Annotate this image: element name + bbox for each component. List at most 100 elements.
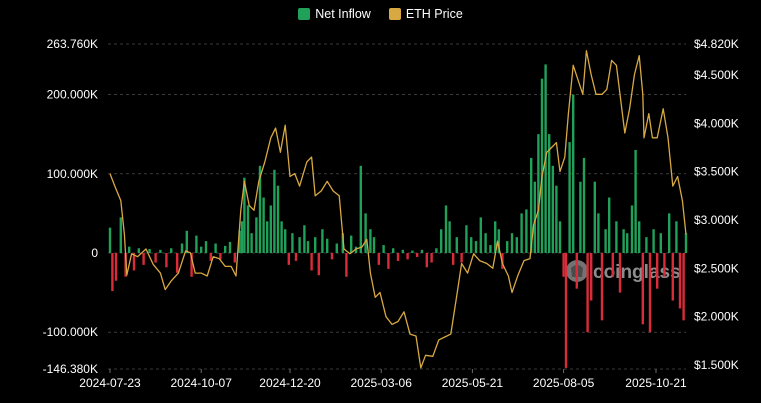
inflow-bar-87 — [494, 221, 497, 254]
inflow-bar-68 — [406, 253, 409, 260]
legend-swatch-eth-price — [388, 8, 401, 20]
chart-legend: Net Inflow ETH Price — [0, 4, 761, 24]
inflow-bar-90 — [506, 241, 509, 254]
inflow-bar-125 — [638, 221, 641, 254]
inflow-bar-9 — [148, 249, 151, 254]
inflow-bar-65 — [392, 248, 395, 254]
inflow-bar-137 — [682, 253, 685, 321]
inflow-bar-15 — [180, 243, 184, 254]
y-right-tick-5: $2.500K — [694, 261, 739, 275]
inflow-bar-108 — [575, 253, 578, 289]
inflow-bar-56 — [350, 235, 353, 254]
inflow-bar-91 — [510, 233, 514, 254]
inflow-bar-72 — [425, 253, 428, 268]
inflow-bar-29 — [243, 177, 246, 254]
y-left-tick-5: -146.380K — [43, 362, 98, 376]
inflow-bar-96 — [533, 181, 536, 254]
y-right-tick-0: $4.820K — [694, 37, 739, 51]
inflow-bar-70 — [416, 253, 419, 257]
inflow-bar-57 — [354, 246, 358, 254]
inflow-bar-112 — [590, 253, 593, 301]
y-right-tick-1: $4.500K — [694, 68, 739, 82]
inflow-bar-119 — [615, 221, 618, 254]
inflow-bar-61 — [372, 237, 376, 254]
inflow-bar-80 — [460, 253, 463, 263]
inflow-bar-60 — [369, 229, 372, 254]
inflow-bar-83 — [474, 241, 478, 254]
y-left-tick-4: -100.000K — [43, 325, 98, 339]
inflow-bar-39 — [280, 221, 283, 254]
inflow-bar-8 — [142, 253, 145, 265]
inflow-bar-21 — [209, 253, 212, 261]
inflow-bar-77 — [448, 221, 451, 254]
inflow-bar-123 — [630, 205, 634, 254]
inflow-bar-28 — [240, 221, 244, 254]
y-right-tick-4: $3.000K — [694, 213, 739, 227]
inflow-bar-100 — [548, 134, 551, 254]
inflow-bar-76 — [444, 205, 448, 254]
inflow-bar-113 — [593, 181, 596, 254]
inflow-bar-92 — [515, 237, 518, 254]
inflow-bar-6 — [132, 253, 136, 271]
inflow-bar-88 — [497, 229, 500, 254]
inflow-bar-27 — [238, 230, 241, 254]
x-axis: 2024-07-23 2024-10-07 2024-12-20 2025-03-06… — [79, 369, 687, 390]
inflow-bar-33 — [258, 165, 262, 254]
price-line-group — [109, 50, 687, 369]
inflow-bar-117 — [608, 197, 611, 254]
inflow-bar-3 — [119, 217, 122, 254]
inflow-bar-128 — [648, 253, 652, 333]
inflow-bar-131 — [659, 233, 662, 254]
legend-item-net-inflow[interactable]: Net Inflow — [298, 7, 371, 21]
grid-lines — [108, 43, 686, 370]
inflow-bar-103 — [558, 221, 562, 254]
inflow-bar-71 — [420, 249, 424, 254]
inflow-bar-50 — [321, 229, 324, 254]
y-left-tick-2: 100.000K — [47, 167, 98, 181]
inflow-bar-36 — [269, 205, 272, 254]
y-left-tick-0: 263.760K — [47, 37, 98, 51]
inflow-bar-98 — [540, 78, 544, 254]
inflow-bar-136 — [678, 253, 682, 309]
inflow-bar-85 — [484, 233, 487, 254]
inflow-bar-54 — [341, 233, 344, 254]
inflow-bar-1 — [111, 253, 114, 292]
inflow-bar-93 — [520, 213, 523, 254]
inflow-bar-82 — [470, 237, 473, 254]
inflow-bar-11 — [159, 249, 162, 254]
inflow-bar-20 — [204, 241, 208, 254]
x-tick-label-0: 2024-07-23 — [79, 376, 141, 390]
inflow-bar-22 — [214, 243, 217, 254]
watermark-text: coinglass — [593, 262, 681, 283]
inflow-bar-81 — [465, 225, 468, 254]
inflow-bar-124 — [634, 149, 637, 254]
inflow-bar-25 — [228, 241, 232, 254]
inflow-bar-102 — [555, 185, 558, 254]
inflow-bar-95 — [530, 157, 533, 254]
inflow-bar-40 — [284, 229, 287, 254]
inflow-bar-69 — [411, 250, 414, 254]
inflow-bar-109 — [579, 181, 582, 254]
legend-item-eth-price[interactable]: ETH Price — [388, 7, 463, 21]
inflow-bar-49 — [317, 253, 320, 276]
inflow-bar-38 — [276, 185, 280, 254]
inflow-bar-84 — [479, 217, 482, 254]
inflow-bar-127 — [645, 237, 648, 254]
inflow-bar-122 — [626, 233, 629, 254]
inflow-bar-97 — [537, 134, 540, 254]
inflow-bar-64 — [387, 253, 390, 269]
inflow-bar-19 — [200, 246, 203, 254]
inflow-bar-42 — [291, 233, 294, 254]
inflow-bar-104 — [562, 253, 565, 277]
inflow-bar-107 — [572, 94, 575, 254]
inflow-bar-126 — [641, 253, 644, 325]
inflow-bar-121 — [622, 229, 625, 254]
inflow-bar-32 — [255, 217, 258, 254]
inflow-bar-120 — [618, 253, 622, 293]
x-tick-label-1: 2024-10-07 — [171, 376, 233, 390]
inflow-bar-26 — [233, 253, 236, 263]
inflow-bar-10 — [154, 253, 157, 263]
inflow-bar-118 — [611, 253, 614, 277]
inflow-bar-115 — [600, 253, 604, 321]
y-axis-left: 263.760K 200.000K 100.000K 0 -100.000K -146.3… — [43, 37, 99, 376]
